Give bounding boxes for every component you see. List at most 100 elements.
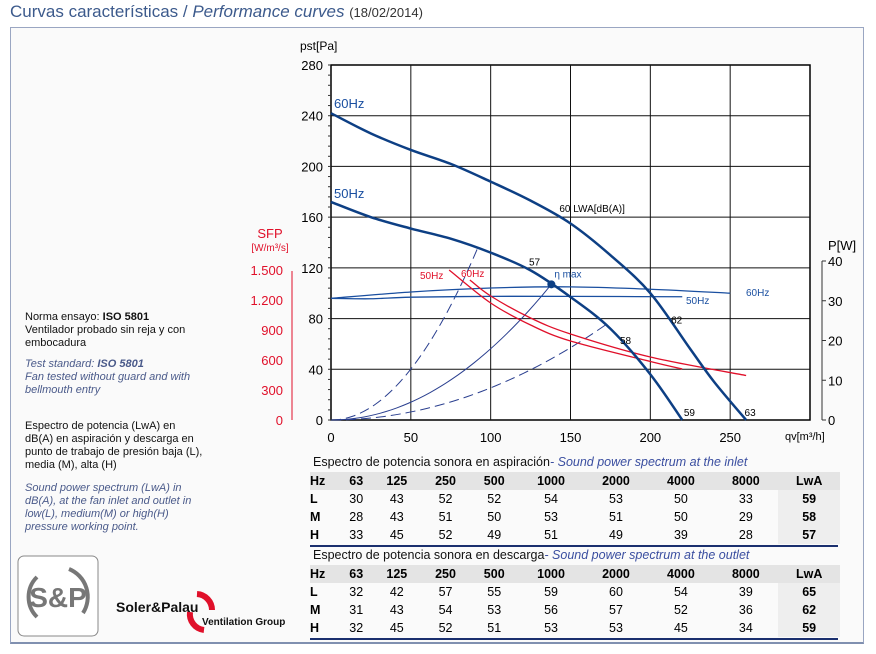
sfp-label-50hz: 50Hz xyxy=(420,271,443,282)
cell: 125 xyxy=(372,565,422,583)
cell: 1000 xyxy=(518,565,584,583)
cell: 45 xyxy=(673,621,688,635)
cell: 53 xyxy=(609,492,623,506)
cell: 4000 xyxy=(648,565,714,583)
title-es: Curvas características / xyxy=(10,2,193,21)
cell: 32 xyxy=(349,621,364,635)
y-axis-label: pst[Pa] xyxy=(300,39,337,53)
cell: 56 xyxy=(544,603,558,617)
cell: LwA xyxy=(778,472,840,490)
cell: 54 xyxy=(544,492,558,506)
y-tick-label: 200 xyxy=(301,159,323,174)
cell: 39 xyxy=(673,528,688,542)
cell: 32 xyxy=(349,585,364,599)
cell: 33 xyxy=(349,528,364,542)
y3-tick-label: 0 xyxy=(276,413,283,428)
cell: 51 xyxy=(487,621,502,635)
cell: 59 xyxy=(778,619,840,637)
outlet-spectrum-table: Hz 63 125 250 500 1000 2000 4000 8000 LwA L 32 42 57 5… xyxy=(310,565,840,637)
y2-tick-label: 40 xyxy=(828,254,842,269)
norm-note-en: Test standard: ISO 5801 Fan tested withou… xyxy=(25,358,191,396)
power-curve-60Hz xyxy=(330,286,731,300)
eta-max-point xyxy=(547,280,556,289)
cell: 30 xyxy=(349,492,364,506)
cell: 54 xyxy=(673,585,688,599)
cell: 65 xyxy=(778,583,840,601)
cell: 31 xyxy=(349,603,364,617)
y-tick-label: 280 xyxy=(301,58,323,73)
divider xyxy=(310,545,838,547)
eta-max-label: η max xyxy=(554,269,581,280)
spectrum-note-en: Sound power spectrum (LwA) in dB(A), at … xyxy=(25,482,192,533)
soler-palau-logo: Soler&Palau Ventilation Group xyxy=(116,591,285,633)
y3-tick-label: 1.200 xyxy=(250,293,283,308)
cell: 49 xyxy=(487,528,502,542)
cell: 45 xyxy=(389,528,404,542)
cell: 43 xyxy=(389,603,404,617)
cell: 50 xyxy=(673,510,688,524)
sp-logo: S&P xyxy=(17,555,99,637)
pressure-curve-60Hz xyxy=(330,112,748,421)
cell: 53 xyxy=(544,510,558,524)
header-row: Hz 63 125 250 500 1000 2000 4000 8000 LwA xyxy=(310,472,840,490)
page-title: Curvas características / Performance cur… xyxy=(10,2,423,22)
cell: 250 xyxy=(421,472,470,490)
cell: 51 xyxy=(609,510,623,524)
svg-text:Soler&Palau: Soler&Palau xyxy=(116,599,198,615)
y-tick-label: 0 xyxy=(316,413,323,428)
cell: 52 xyxy=(438,492,453,506)
sound-level-label: 63 xyxy=(745,408,757,419)
row-label: L xyxy=(310,585,318,599)
y2-axis-label: P[W] xyxy=(828,238,856,253)
y-tick-label: 240 xyxy=(301,109,323,124)
row-label: Hz xyxy=(310,565,340,583)
power-label-50hz: 50Hz xyxy=(686,296,709,307)
cell: 29 xyxy=(738,510,753,524)
y2-tick-label: 30 xyxy=(828,294,842,309)
sound-level-label: 60 LWA[dB(A)] xyxy=(559,204,625,215)
y3-axis-unit: [W/m³/s] xyxy=(251,243,288,254)
row-label: L xyxy=(310,492,318,506)
cell: 45 xyxy=(389,621,404,635)
cell: 53 xyxy=(487,603,502,617)
cell: 50 xyxy=(673,492,688,506)
system-curve xyxy=(330,247,479,421)
cell: 57 xyxy=(778,526,840,544)
inlet-caption: Espectro de potencia sonora en aspiració… xyxy=(313,455,748,469)
table-row: M 31 43 54 53 56 57 52 36 62 xyxy=(310,601,840,619)
performance-chart: 0 50 100 150 200 2500408012016020024028001020… xyxy=(250,39,856,445)
cell: 63 xyxy=(340,565,373,583)
row-label: M xyxy=(310,603,321,617)
svg-text:S&P: S&P xyxy=(29,582,87,613)
power-label-60hz: 60Hz xyxy=(746,288,769,299)
table-row: L 30 43 52 52 54 53 50 33 59 xyxy=(310,490,840,508)
cell: 1000 xyxy=(518,472,584,490)
title-date: (18/02/2014) xyxy=(349,5,423,20)
system-curve xyxy=(330,284,552,421)
cell: 8000 xyxy=(713,565,779,583)
header-row: Hz 63 125 250 500 1000 2000 4000 8000 LwA xyxy=(310,565,840,583)
cell: 125 xyxy=(372,472,422,490)
y3-tick-label: 600 xyxy=(261,353,283,368)
y-tick-label: 120 xyxy=(301,261,323,276)
table-row: H 33 45 52 49 51 49 39 28 57 xyxy=(310,526,840,544)
cell: 57 xyxy=(438,585,453,599)
cell: 8000 xyxy=(713,472,779,490)
cell: 4000 xyxy=(648,472,714,490)
sound-level-label: 58 xyxy=(620,336,632,347)
sound-level-label: 59 xyxy=(684,408,696,419)
sound-level-label: 57 xyxy=(529,257,541,268)
cell: 59 xyxy=(778,490,840,508)
outlet-caption: Espectro de potencia sonora en descarga-… xyxy=(313,548,750,562)
cell: 59 xyxy=(544,585,558,599)
cell: 250 xyxy=(421,565,470,583)
power-curve-50Hz xyxy=(330,295,683,300)
y2-tick-label: 10 xyxy=(828,373,842,388)
pressure-label-60hz: 60Hz xyxy=(334,96,364,111)
cell: 52 xyxy=(438,528,453,542)
sfp-curve-50Hz xyxy=(448,269,683,370)
table-row: M 28 43 51 50 53 51 50 29 58 xyxy=(310,508,840,526)
x-tick-label: 250 xyxy=(719,430,741,445)
cell: 33 xyxy=(738,492,753,506)
cell: 50 xyxy=(487,510,502,524)
